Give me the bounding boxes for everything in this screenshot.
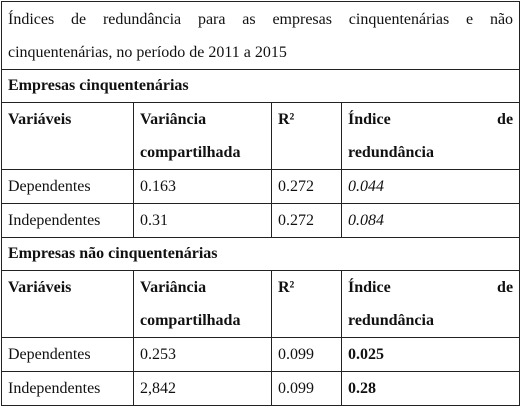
cell: Dependentes — [1, 337, 134, 372]
column-header: Variância compartilhada — [133, 270, 272, 338]
cell: 0.163 — [133, 169, 272, 204]
cell: 2,842 — [133, 371, 272, 406]
column-header: R² — [271, 102, 342, 170]
table-title: Índices de redundância para as empresas … — [0, 1, 520, 70]
column-header: Variáveis — [1, 270, 134, 338]
cell: 0.099 — [271, 371, 342, 406]
data-row: Dependentes 0.253 0.099 0.025 — [1, 337, 520, 372]
column-header: R² — [271, 270, 342, 338]
header-row: Variáveis Variância compartilhada R² Índice… — [1, 270, 520, 338]
cell: 0.253 — [133, 337, 272, 372]
data-row: Dependentes 0.163 0.272 0.044 — [1, 169, 520, 204]
cell: 0.272 — [271, 203, 342, 238]
cell: Dependentes — [1, 169, 134, 204]
column-header: Variância compartilhada — [133, 102, 272, 170]
cell: 0.272 — [271, 169, 342, 204]
cell: Independentes — [1, 203, 134, 238]
cell: 0.28 — [340, 371, 520, 406]
section-heading: Empresas não cinquentenárias — [0, 237, 520, 271]
section-row: Empresas cinquentenárias — [0, 69, 520, 103]
cell: 0.31 — [133, 203, 272, 238]
cell: Independentes — [1, 371, 134, 406]
cell: 0.084 — [340, 203, 520, 238]
cell: 0.025 — [340, 337, 520, 372]
column-header: Índice de redundância — [340, 102, 520, 170]
header-row: Variáveis Variância compartilhada R² Índice… — [1, 102, 520, 170]
data-row: Independentes 0.31 0.272 0.084 — [1, 203, 520, 238]
column-header: Variáveis — [1, 102, 134, 170]
title-row: Índices de redundância para as empresas … — [0, 1, 520, 70]
section-heading: Empresas cinquentenárias — [0, 69, 520, 103]
cell: 0.099 — [271, 337, 342, 372]
section-row: Empresas não cinquentenárias — [0, 237, 520, 271]
column-header: Índice de redundância — [340, 270, 520, 338]
table-body: Empresas cinquentenárias Variáveis Variânc… — [0, 69, 520, 406]
cell: 0.044 — [340, 169, 520, 204]
data-row: Independentes 2,842 0.099 0.28 — [1, 371, 520, 406]
